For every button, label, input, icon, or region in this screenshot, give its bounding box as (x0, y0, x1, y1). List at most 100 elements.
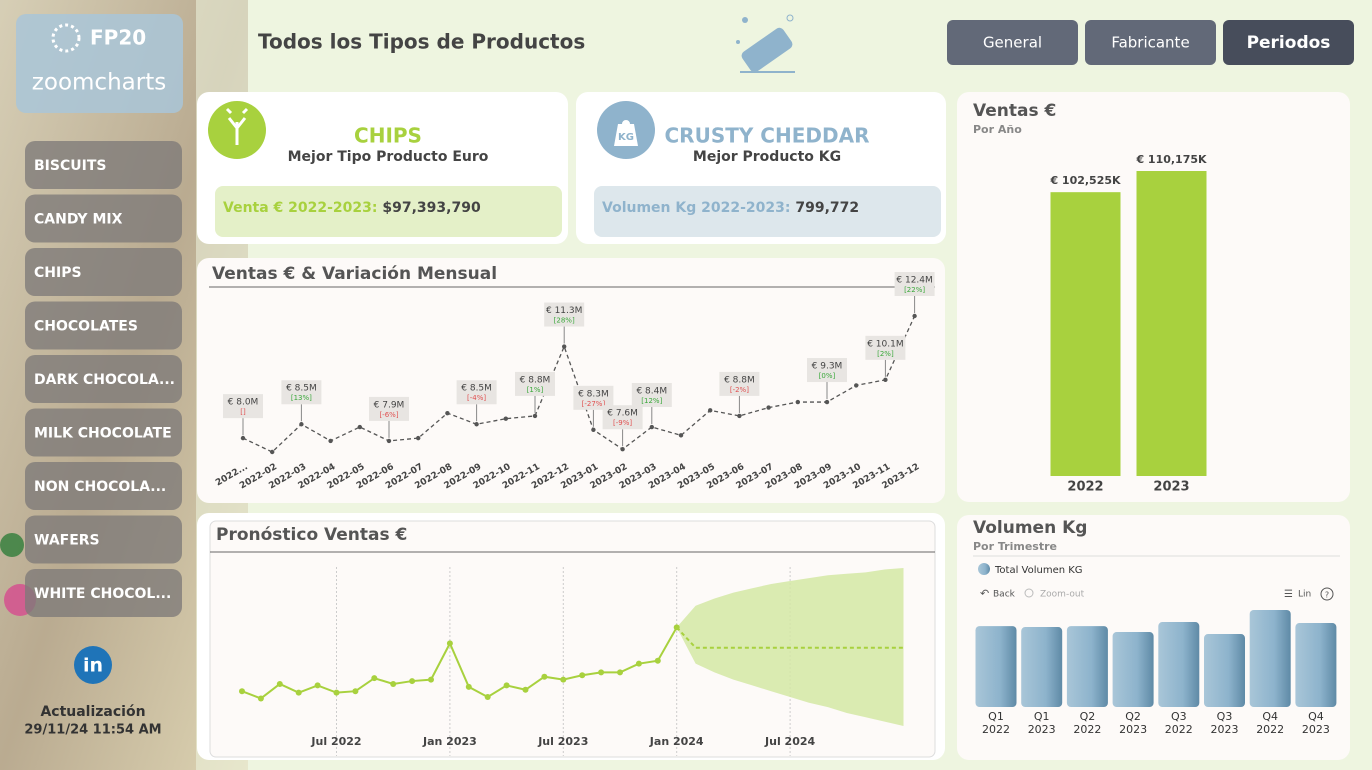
sidebar-button-label: WHITE CHOCOL... (34, 586, 171, 602)
point (240, 435, 246, 441)
back-icon: ↶ (980, 587, 989, 600)
x-tick-label: Q3 (1171, 710, 1187, 723)
point (617, 669, 623, 676)
card-title: CRUSTY CHEDDAR (665, 124, 870, 148)
x-tick-label: 2023 (1028, 723, 1056, 736)
variation-label: [1%] (527, 386, 544, 394)
label-box (807, 358, 847, 383)
linkedin-icon[interactable] (74, 646, 112, 684)
sidebar-button[interactable] (25, 569, 182, 617)
help-glyph: ? (1325, 591, 1329, 600)
logo-name: FP20 (90, 26, 146, 50)
tab[interactable] (1085, 20, 1216, 65)
point (445, 410, 450, 416)
sidebar-button[interactable] (25, 248, 182, 296)
variation-label: [-6%] (379, 411, 398, 419)
tab[interactable] (1223, 20, 1354, 65)
point (620, 447, 625, 452)
bar[interactable] (975, 626, 1017, 707)
label-box (544, 302, 585, 327)
sidebar-button[interactable] (25, 194, 182, 243)
data-label: € 8.0M (228, 398, 259, 408)
bar[interactable] (1021, 627, 1063, 707)
point (276, 680, 283, 687)
bar[interactable] (1112, 632, 1154, 707)
card-metric: Volumen Kg 2022-2023: 799,772 (602, 200, 859, 216)
sidebar-button[interactable] (25, 301, 182, 350)
sidebar-button-label: DARK CHOCOLA... (34, 372, 175, 388)
point (654, 657, 661, 664)
metric-label: Venta € 2022-2023: (223, 200, 378, 216)
point (333, 689, 340, 696)
sidebar-button[interactable] (25, 141, 182, 189)
panel (197, 258, 945, 503)
sidebar-button[interactable] (25, 515, 182, 564)
sidebar-button[interactable] (25, 408, 182, 457)
clear-icon (736, 14, 795, 73)
variation-label: [-2%] (730, 386, 749, 394)
x-tick-label: 2022 (1073, 723, 1101, 736)
sidebar-button[interactable] (25, 355, 182, 403)
chart-title: Pronóstico Ventas € (216, 525, 407, 545)
bar[interactable] (1204, 634, 1245, 707)
bar[interactable] (1295, 623, 1337, 707)
point (386, 438, 392, 444)
point (824, 399, 830, 405)
point (673, 624, 680, 631)
data-label: € 8.5M (461, 384, 492, 394)
variation-label: [22%] (904, 286, 925, 294)
point (591, 427, 596, 432)
label-box (631, 383, 672, 408)
point (474, 422, 479, 427)
x-tick-label: 2022 (1067, 480, 1103, 495)
x-tick-label: Q1 (988, 710, 1004, 723)
back-button[interactable]: Back (993, 590, 1016, 600)
label-box (719, 371, 760, 396)
x-tick-label: 2023 (1211, 723, 1239, 736)
tab-label: Periodos (1247, 33, 1331, 53)
x-tick-label: Q2 (1125, 710, 1141, 723)
variation-label: [0%] (819, 372, 836, 380)
sidebar-button[interactable] (25, 462, 182, 510)
point (428, 676, 434, 683)
bar[interactable] (1249, 610, 1291, 707)
logo-product: zoomcharts (32, 70, 166, 96)
point (357, 424, 362, 430)
tab[interactable] (947, 20, 1078, 65)
data-label: € 11.3M (546, 306, 582, 316)
metric-value: $97,393,790 (382, 200, 481, 216)
sidebar-button-label: CHOCOLATES (34, 319, 138, 335)
logo-icon (51, 23, 81, 53)
legend-swatch (978, 563, 990, 575)
bar[interactable] (1066, 626, 1108, 707)
x-tick-label: 2022 (1165, 723, 1193, 736)
scale-icon: ☰ (1284, 589, 1293, 600)
x-tick-label: Q4 (1308, 710, 1324, 723)
bar (1050, 192, 1121, 476)
card-metric-box (215, 186, 562, 237)
tab-label: General (983, 34, 1042, 52)
bar[interactable] (1158, 622, 1200, 707)
zoom-out-button[interactable]: Zoom-out (1040, 590, 1085, 600)
label-box (223, 394, 263, 419)
x-tick-label: Q3 (1217, 710, 1233, 723)
point (766, 405, 771, 410)
card-title: CHIPS (354, 124, 422, 148)
label-box (602, 405, 643, 430)
decor (0, 533, 24, 557)
label-box (456, 380, 497, 405)
x-tick-label: Jan 2024 (649, 735, 704, 748)
x-tick-label: Jan 2023 (422, 735, 477, 748)
data-label: € 7.9M (374, 400, 405, 410)
chart-subtitle: Por Trimestre (973, 540, 1057, 553)
point (854, 383, 859, 388)
point (270, 449, 275, 455)
help-icon[interactable] (1320, 587, 1334, 601)
point (446, 640, 453, 647)
card-subtitle: Mejor Producto KG (693, 149, 841, 165)
data-label: € 110,175K (1135, 153, 1207, 166)
variation-label: [-9%] (613, 419, 632, 427)
point (635, 660, 642, 667)
scale-button[interactable]: Lin (1298, 590, 1311, 600)
